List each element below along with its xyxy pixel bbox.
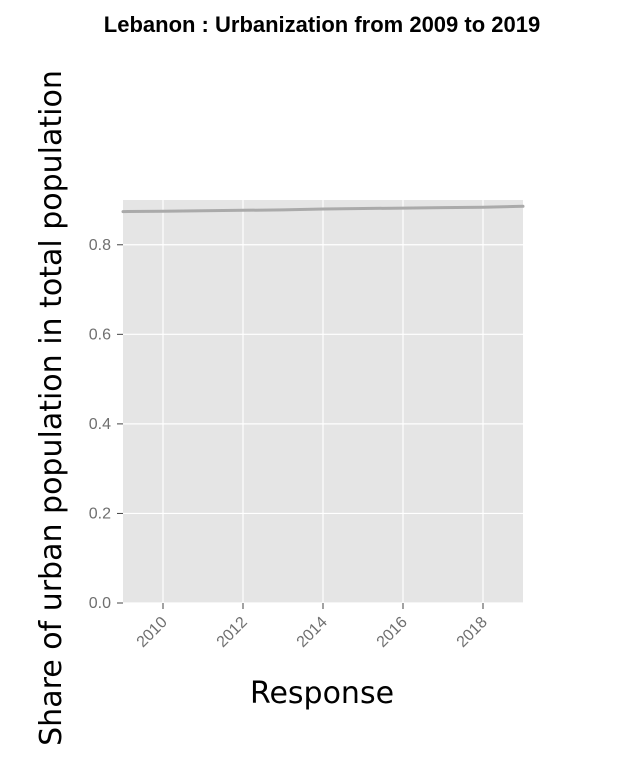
- x-axis-label: Response: [250, 676, 394, 711]
- x-tick-label: 2016: [374, 614, 411, 651]
- y-tick-label: 0.4: [89, 416, 111, 433]
- x-tick-label: 2014: [294, 614, 331, 651]
- y-tick-label: 0.2: [89, 505, 111, 522]
- y-tick-label: 0.8: [89, 237, 111, 254]
- x-gridlines: [162, 200, 484, 603]
- x-tick-label: 2010: [134, 614, 171, 651]
- y-tick-label: 0.6: [89, 326, 111, 343]
- x-tick-label: 2012: [214, 614, 251, 651]
- x-tick-label: 2018: [454, 614, 491, 651]
- y-axis-ticks: 0.0 0.2 0.4 0.6 0.8: [89, 237, 123, 612]
- series-layer: [121, 204, 525, 214]
- y-tick-label: 0.0: [89, 595, 111, 612]
- x-axis-ticks: 2010 2012 2014 2016 2018: [134, 603, 491, 651]
- series-line: [121, 204, 525, 214]
- y-axis-label: Share of urban population in total popul…: [34, 70, 69, 746]
- chart-title: Lebanon : Urbanization from 2009 to 2019: [104, 12, 540, 37]
